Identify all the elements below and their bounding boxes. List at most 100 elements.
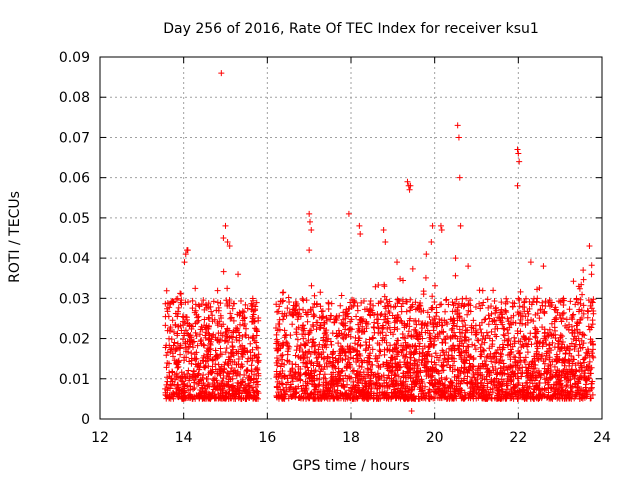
data-point <box>512 319 519 326</box>
data-point <box>379 325 386 332</box>
data-point <box>446 345 453 352</box>
data-point <box>479 336 486 343</box>
data-point <box>484 395 491 402</box>
data-point <box>539 352 546 359</box>
data-point <box>570 278 577 285</box>
data-point <box>189 297 196 304</box>
data-point <box>181 380 188 387</box>
data-point <box>527 372 534 379</box>
data-point <box>219 378 226 385</box>
data-point <box>247 376 254 383</box>
data-point <box>324 338 331 345</box>
data-point <box>439 380 446 387</box>
data-point <box>566 343 573 350</box>
data-point <box>474 367 481 374</box>
data-point <box>174 340 181 347</box>
data-point <box>189 395 196 402</box>
data-point <box>485 394 492 401</box>
data-point <box>574 330 581 337</box>
data-point <box>578 315 585 322</box>
data-point <box>521 299 528 306</box>
data-point <box>199 374 206 381</box>
data-point <box>169 393 176 400</box>
data-point <box>381 351 388 358</box>
data-point <box>467 385 474 392</box>
data-point <box>456 313 463 320</box>
data-point <box>314 319 321 326</box>
data-point <box>466 367 473 374</box>
data-point <box>237 364 244 371</box>
data-point <box>383 361 390 368</box>
data-point <box>428 304 435 311</box>
data-point <box>389 312 396 319</box>
x-tick-label: 20 <box>426 430 444 446</box>
data-point <box>351 392 358 399</box>
data-point <box>324 387 331 394</box>
data-point <box>399 379 406 386</box>
data-point <box>175 357 182 364</box>
data-point <box>433 313 440 320</box>
data-point <box>377 382 384 389</box>
data-point <box>332 390 339 397</box>
data-point <box>480 363 487 370</box>
data-point <box>192 307 199 314</box>
data-point <box>584 363 591 370</box>
data-point <box>321 330 328 337</box>
data-point <box>299 348 306 355</box>
data-point <box>330 350 337 357</box>
data-point <box>524 343 531 350</box>
data-point <box>243 390 250 397</box>
data-point <box>341 331 348 338</box>
data-point <box>167 348 174 355</box>
data-point <box>233 372 240 379</box>
data-point <box>484 380 491 387</box>
data-point <box>411 357 418 364</box>
data-point <box>289 306 296 313</box>
data-point <box>285 395 292 402</box>
data-point <box>423 251 430 258</box>
data-point <box>456 174 463 181</box>
data-point <box>400 342 407 349</box>
data-point <box>438 226 445 233</box>
data-point <box>280 386 287 393</box>
data-point <box>163 342 170 349</box>
data-point <box>222 337 229 344</box>
data-point <box>568 352 575 359</box>
data-point <box>399 331 406 338</box>
data-point <box>452 272 459 279</box>
data-point <box>488 328 495 335</box>
data-point <box>194 342 201 349</box>
data-point <box>350 297 357 304</box>
data-point <box>436 330 443 337</box>
data-point <box>418 376 425 383</box>
data-point <box>196 366 203 373</box>
data-point <box>589 340 596 347</box>
data-point <box>588 298 595 305</box>
data-point <box>364 389 371 396</box>
data-point <box>168 298 175 305</box>
data-point <box>308 307 315 314</box>
data-point <box>321 320 328 327</box>
data-point <box>384 391 391 398</box>
data-point <box>507 349 514 356</box>
data-point <box>309 339 316 346</box>
data-point <box>235 271 242 278</box>
data-point <box>316 351 323 358</box>
data-point <box>381 293 388 300</box>
data-point <box>508 376 515 383</box>
data-point <box>494 369 501 376</box>
data-point <box>367 301 374 308</box>
data-point <box>439 347 446 354</box>
data-point <box>585 323 592 330</box>
data-point <box>548 374 555 381</box>
data-point <box>316 371 323 378</box>
data-point <box>503 395 510 402</box>
data-point <box>335 332 341 339</box>
data-point <box>332 365 339 372</box>
data-point <box>444 333 451 340</box>
data-point <box>545 367 552 374</box>
data-point <box>239 317 246 324</box>
data-point <box>177 351 184 358</box>
data-point <box>564 343 571 350</box>
data-point <box>588 384 595 391</box>
